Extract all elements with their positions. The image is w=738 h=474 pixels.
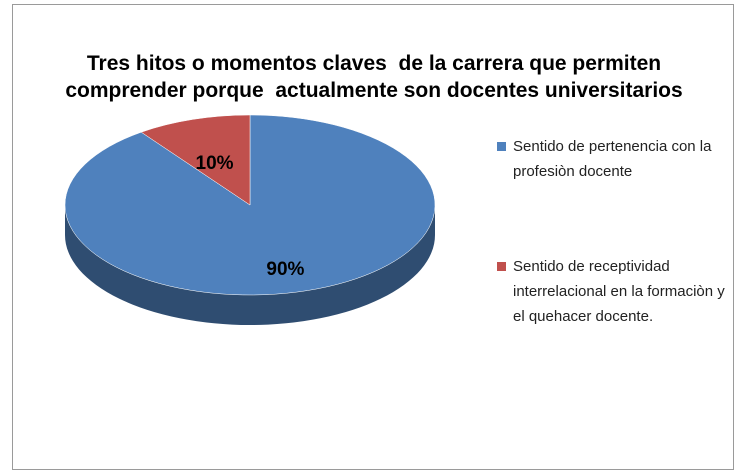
slice <box>140 114 251 206</box>
data-label: 90% <box>266 259 304 280</box>
legend-item: Sentido de pertenencia con la profesiòn … <box>497 134 727 184</box>
legend-swatch <box>497 262 506 271</box>
legend-swatch <box>497 142 506 151</box>
legend-label: Sentido de receptividad interrelacional … <box>513 258 725 325</box>
data-label: 10% <box>196 153 234 174</box>
legend-item: Sentido de receptividad interrelacional … <box>497 254 727 329</box>
legend-label: Sentido de pertenencia con la profesiòn … <box>513 138 712 180</box>
chart-title: Tres hitos o momentos claves de la carre… <box>65 52 683 102</box>
slice-side <box>65 205 435 325</box>
